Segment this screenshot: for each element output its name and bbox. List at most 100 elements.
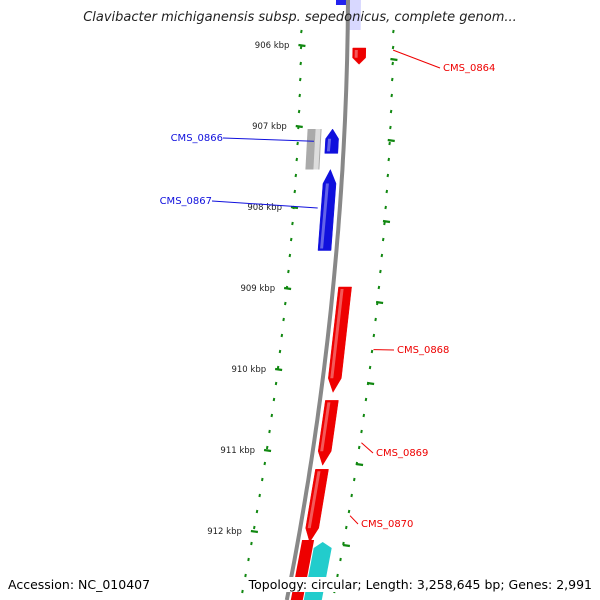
- left-tick-dot: [295, 157, 299, 162]
- major-tick: [263, 448, 272, 453]
- gene-leader-line: [349, 515, 359, 525]
- left-tick-dot: [298, 77, 302, 82]
- right-tick-dot: [357, 445, 361, 450]
- major-tick-right: [387, 138, 395, 143]
- right-tick-dot: [389, 109, 393, 114]
- right-tick-dot: [379, 269, 382, 274]
- gene-leader-line: [222, 137, 314, 142]
- tick-label: 908 kbp: [247, 203, 282, 213]
- gene-arrow-cms-0866-highlight: [326, 138, 332, 152]
- left-tick-dot: [296, 141, 299, 146]
- right-tick-dot: [368, 365, 372, 370]
- right-tick-dot: [380, 253, 384, 258]
- gene-leader-line: [392, 49, 441, 69]
- gene-label: CMS_0869: [376, 448, 428, 459]
- right-tick-dot: [362, 413, 366, 418]
- major-tick-right: [390, 57, 398, 62]
- gene-arrow-cms-0864-highlight: [354, 50, 358, 58]
- gene-label: CMS_0864: [443, 63, 495, 74]
- right-tick-dot: [383, 221, 386, 226]
- left-tick-dot: [241, 589, 244, 594]
- gene-arrow-cms-0870-highlight: [307, 471, 321, 529]
- right-tick-dot: [344, 525, 348, 530]
- major-tick: [290, 205, 299, 210]
- left-tick-dot: [297, 109, 301, 114]
- right-tick-dot: [384, 205, 387, 210]
- gene-leader-line: [211, 200, 318, 209]
- left-tick-dot: [291, 221, 294, 226]
- right-tick-dot: [352, 477, 356, 482]
- left-tick-dot: [278, 349, 282, 354]
- left-tick-dot: [300, 29, 303, 34]
- left-tick-dot: [255, 509, 259, 514]
- right-tick-dot: [360, 429, 363, 434]
- major-tick-right: [355, 462, 364, 467]
- gene-arrow-cms-0868: [328, 286, 352, 393]
- right-tick-dot: [372, 333, 376, 338]
- left-tick-dot: [258, 493, 261, 498]
- major-tick: [295, 124, 303, 129]
- gene-arrow-cms-0868-highlight: [330, 289, 344, 379]
- gene-leader-line: [361, 442, 374, 454]
- left-tick-dot: [274, 381, 278, 386]
- right-tick-dot: [374, 317, 377, 322]
- left-tick-dot: [289, 237, 293, 242]
- right-tick-dot: [347, 509, 351, 514]
- right-tick-dot: [336, 573, 339, 578]
- major-tick-right: [375, 300, 384, 305]
- gene-arrow-cms-0869-highlight: [320, 402, 331, 452]
- left-tick-dot: [280, 333, 284, 338]
- left-tick-dot: [265, 445, 269, 450]
- right-tick-dot: [390, 77, 394, 82]
- right-tick-dot: [388, 141, 391, 146]
- right-tick-dot: [381, 237, 385, 242]
- right-tick-dot: [389, 125, 392, 130]
- major-tick-right: [342, 543, 351, 548]
- right-tick-dot: [391, 45, 395, 50]
- tick-label: 912 kbp: [207, 527, 242, 537]
- tick-label: 911 kbp: [220, 446, 255, 456]
- right-tick-dot: [370, 349, 374, 354]
- left-tick-dot: [298, 93, 302, 98]
- right-tick-dot: [350, 493, 353, 498]
- right-tick-dot: [387, 157, 391, 162]
- right-tick-dot: [385, 189, 389, 194]
- left-tick-dot: [247, 557, 250, 562]
- left-tick-dot: [244, 573, 247, 578]
- left-tick-dot: [263, 461, 267, 466]
- left-tick-dot: [294, 173, 298, 178]
- major-tick: [298, 43, 306, 48]
- left-tick-dot: [288, 253, 292, 258]
- right-tick-dot: [339, 557, 342, 562]
- gene-arrow-cms-0867-highlight: [320, 183, 329, 249]
- tick-label: 910 kbp: [231, 365, 266, 375]
- gene-arrow-cms-0866: [324, 128, 339, 154]
- left-tick-dot: [284, 301, 287, 306]
- left-tick-dot: [252, 525, 256, 530]
- gene-arrow-cms-0864: [352, 47, 367, 65]
- gene-arrow-cms-0867: [317, 168, 337, 251]
- genome-backbone: [284, 0, 350, 600]
- left-tick-dot: [270, 413, 274, 418]
- major-tick: [274, 367, 283, 372]
- accession-label: Accession: NC_010407: [8, 577, 151, 592]
- left-tick-dot: [272, 397, 276, 402]
- tick-label: 909 kbp: [240, 284, 275, 294]
- left-tick-dot: [268, 429, 271, 434]
- gene-label: CMS_0867: [160, 196, 212, 207]
- genome-summary: Topology: circular; Length: 3,258,645 bp…: [248, 577, 592, 592]
- left-tick-dot: [287, 269, 290, 274]
- major-tick-right: [382, 219, 391, 224]
- map-title: Clavibacter michiganensis subsp. sepedon…: [83, 10, 517, 25]
- other-feature-highlight: [313, 129, 321, 170]
- tick-label: 907 kbp: [252, 122, 287, 132]
- major-tick: [283, 286, 292, 291]
- left-tick-dot: [293, 189, 297, 194]
- gene-arrow-cms-0870: [305, 469, 329, 543]
- gene-label: CMS_0870: [361, 519, 413, 530]
- gene-arrow-cms-0869: [317, 400, 339, 466]
- right-tick-dot: [392, 29, 395, 34]
- tick-label: 906 kbp: [255, 41, 290, 51]
